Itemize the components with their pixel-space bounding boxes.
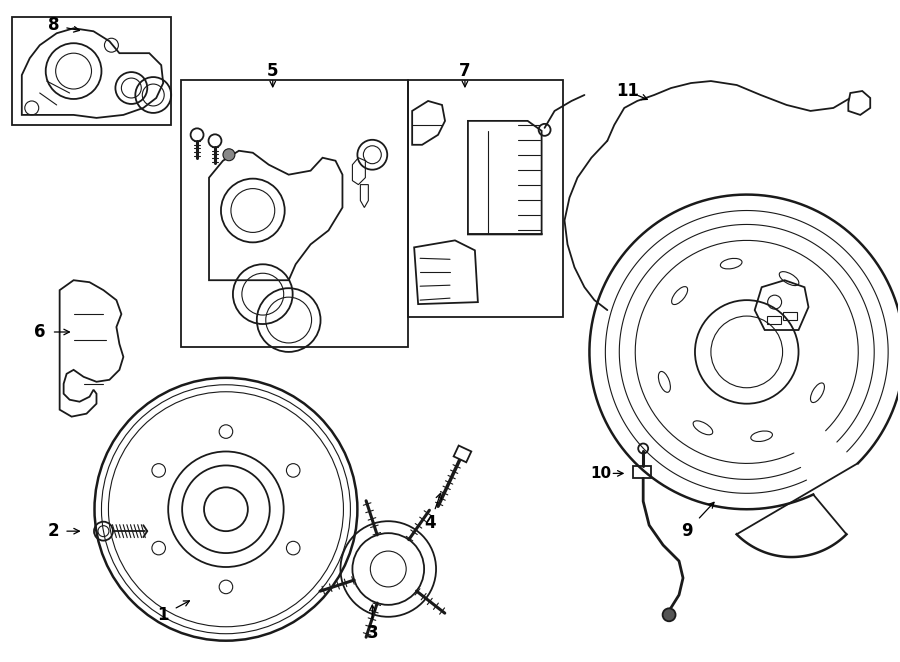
Bar <box>634 467 652 479</box>
Polygon shape <box>849 91 870 115</box>
Text: 8: 8 <box>48 17 59 34</box>
Text: 10: 10 <box>590 466 612 481</box>
Text: 3: 3 <box>366 624 378 641</box>
Bar <box>783 312 796 320</box>
Circle shape <box>662 608 676 621</box>
Text: 11: 11 <box>616 82 639 100</box>
Bar <box>181 80 409 347</box>
Circle shape <box>223 149 235 161</box>
Text: 5: 5 <box>267 62 278 80</box>
Bar <box>409 80 562 317</box>
Bar <box>12 17 171 125</box>
Bar <box>767 316 780 324</box>
Text: 1: 1 <box>158 606 169 624</box>
Text: 7: 7 <box>459 62 471 80</box>
Text: 2: 2 <box>48 522 59 540</box>
Polygon shape <box>454 446 472 462</box>
Text: 6: 6 <box>34 323 46 341</box>
Text: 9: 9 <box>681 522 693 540</box>
Text: 4: 4 <box>424 514 436 532</box>
